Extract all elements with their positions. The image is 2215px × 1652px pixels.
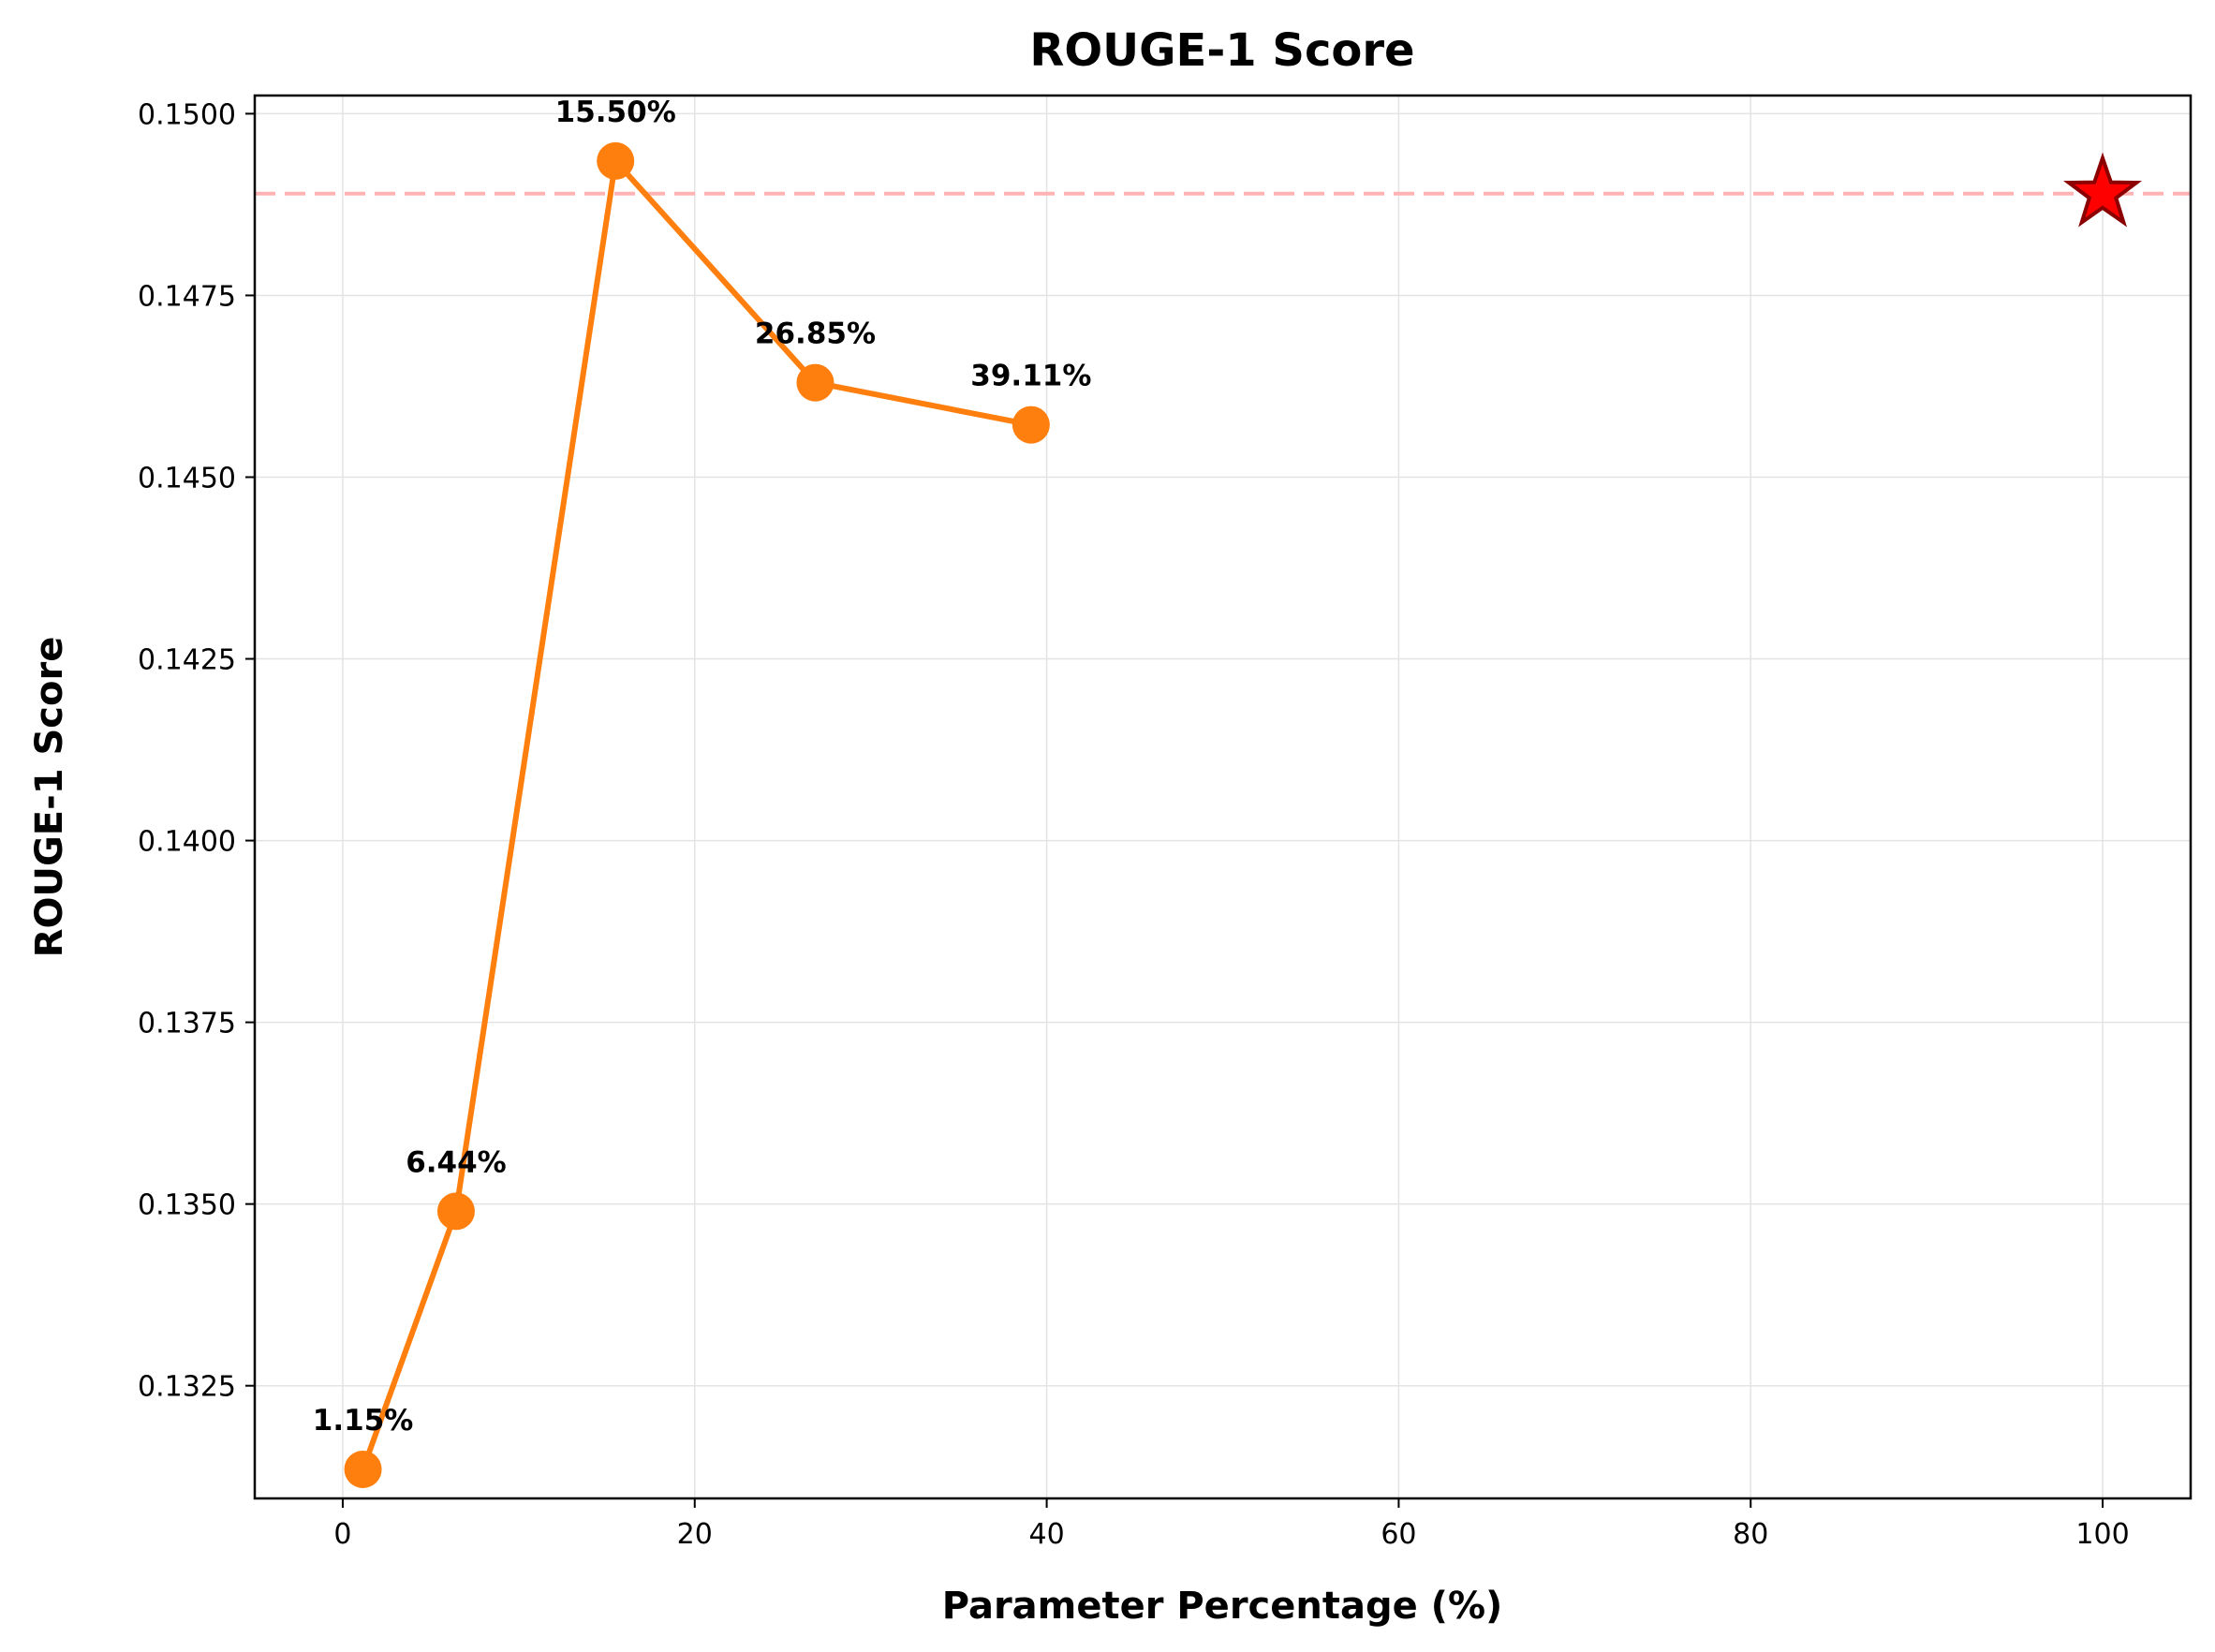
- y-tick-label: 0.1500: [138, 98, 236, 131]
- data-point: [796, 363, 834, 402]
- x-tick-label: 0: [333, 1518, 351, 1551]
- x-tick-label: 40: [1028, 1518, 1064, 1551]
- data-point: [344, 1450, 382, 1488]
- y-tick-label: 0.1325: [138, 1371, 236, 1404]
- data-point-label: 6.44%: [406, 1145, 507, 1179]
- x-axis-ticks: 0 20 40 60 80 100: [333, 1498, 2130, 1551]
- x-tick-label: 80: [1733, 1518, 1768, 1551]
- data-point-label: 1.15%: [313, 1404, 414, 1438]
- y-tick-label: 0.1425: [138, 644, 236, 677]
- plot-frame: [253, 94, 2193, 1500]
- chart-title: ROUGE-1 Score: [1029, 24, 1414, 77]
- data-point-label: 39.11%: [970, 360, 1091, 393]
- series-group: [344, 141, 2143, 1488]
- data-point: [597, 141, 635, 180]
- data-point: [1012, 406, 1050, 444]
- grid: [255, 96, 2191, 1498]
- point-labels-group: 1.15% 6.44% 15.50% 26.85% 39.11%: [313, 96, 1092, 1438]
- x-tick-label: 20: [677, 1518, 713, 1551]
- x-tick-label: 60: [1381, 1518, 1416, 1551]
- data-point: [436, 1192, 475, 1231]
- y-axis-title: ROUGE-1 Score: [28, 637, 71, 958]
- y-tick-label: 0.1375: [138, 1008, 236, 1040]
- x-tick-label: 100: [2075, 1518, 2129, 1551]
- y-tick-label: 0.1450: [138, 462, 236, 494]
- data-point-label: 26.85%: [755, 317, 876, 351]
- y-tick-label: 0.1400: [138, 826, 236, 859]
- y-axis-ticks: 0.1325 0.1350 0.1375 0.1400 0.1425 0.1450 0.14…: [138, 98, 255, 1404]
- y-tick-label: 0.1350: [138, 1189, 236, 1222]
- reference-star-marker: [2063, 152, 2143, 228]
- x-axis-title: Parameter Percentage (%): [942, 1585, 1503, 1628]
- data-point-label: 15.50%: [555, 96, 676, 129]
- y-tick-label: 0.1475: [138, 280, 236, 313]
